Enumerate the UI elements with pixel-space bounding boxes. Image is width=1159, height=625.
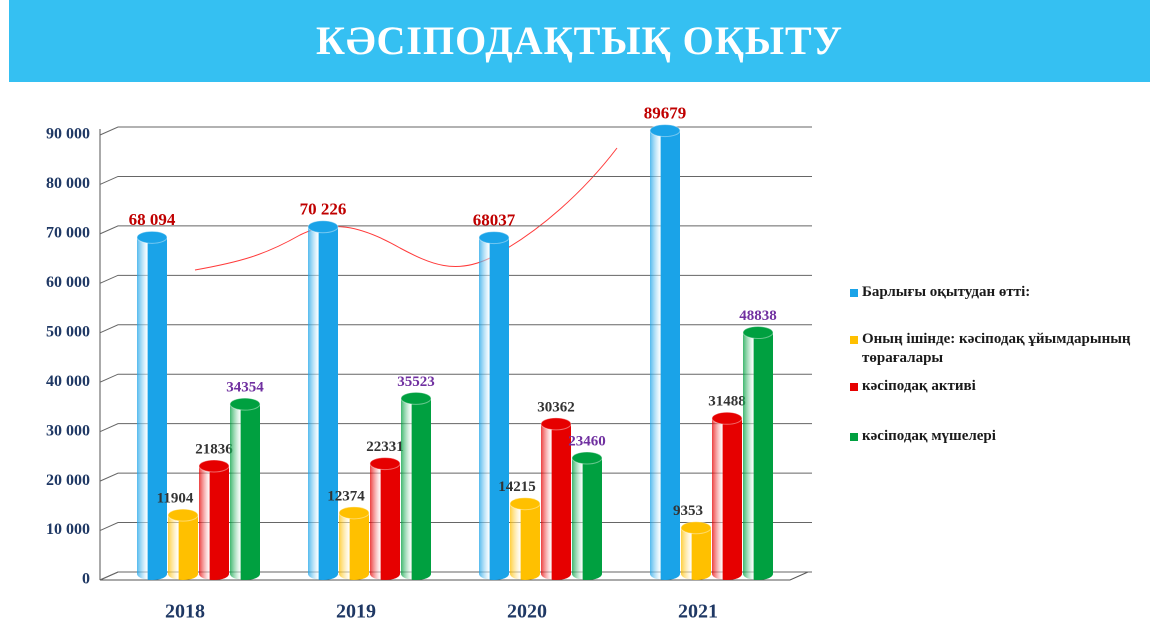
bar-cap <box>136 230 168 244</box>
data-label: 89679 <box>644 103 687 122</box>
grid-line <box>99 225 812 235</box>
bar <box>308 226 338 581</box>
bar-cap <box>369 457 401 471</box>
x-tick-label: 2019 <box>336 601 376 623</box>
bar-cap <box>198 459 230 473</box>
y-tick-label: 50 000 <box>46 323 90 340</box>
bar-cap <box>649 124 681 138</box>
bar-cap <box>680 521 712 535</box>
bar-cap <box>742 326 774 340</box>
y-tick-label: 30 000 <box>46 422 90 439</box>
data-label: 21836 <box>195 441 233 457</box>
grid-line <box>99 373 812 383</box>
chart-title: КӘСІПОДАҚТЫҚ ОҚЫТУ <box>9 0 1150 82</box>
x-tick-label: 2020 <box>507 601 547 623</box>
bar <box>401 398 431 580</box>
data-label: 9353 <box>673 503 703 519</box>
data-label: 35523 <box>397 374 435 390</box>
bar-cap <box>540 417 572 431</box>
data-label: 48838 <box>739 308 777 324</box>
bar <box>199 466 229 580</box>
x-tick-label: 2021 <box>678 601 718 623</box>
bar-cap <box>338 506 370 520</box>
bar-cap <box>167 508 199 522</box>
bar <box>743 332 773 580</box>
bar-cap <box>229 397 261 411</box>
legend-swatch <box>850 433 858 441</box>
legend-swatch <box>850 336 858 344</box>
bar-cap <box>571 451 603 465</box>
bar <box>650 130 680 581</box>
bar <box>479 237 509 580</box>
y-tick-label: 70 000 <box>46 225 90 242</box>
grid-line <box>99 324 812 334</box>
bar <box>137 237 167 581</box>
bar <box>510 503 540 580</box>
bar <box>230 404 260 580</box>
data-label: 30362 <box>537 399 575 415</box>
bar <box>168 515 198 580</box>
bar-cap <box>307 220 339 234</box>
legend-swatch <box>850 289 858 297</box>
bar <box>339 512 369 580</box>
data-label: 68 094 <box>129 210 176 229</box>
y-tick-label: 20 000 <box>46 472 90 489</box>
legend-label: Барлығы оқытудан өтті: <box>862 284 1031 300</box>
y-tick-label: 10 000 <box>46 521 90 538</box>
data-label: 70 226 <box>300 200 347 219</box>
y-tick-label: 40 000 <box>46 373 90 390</box>
legend-label: кәсіподақ активі <box>862 378 976 394</box>
data-label: 34354 <box>226 380 264 396</box>
data-label: 12374 <box>327 488 365 504</box>
legend-label: Оның ішінде: кәсіподақ ұйымдарының төрағ… <box>862 331 1131 366</box>
data-label: 14215 <box>498 479 536 495</box>
y-tick-label: 0 <box>82 571 90 588</box>
grid-line <box>99 126 812 136</box>
y-tick-label: 80 000 <box>46 175 90 192</box>
legend-label: кәсіподақ мүшелері <box>862 428 996 444</box>
bar <box>712 418 742 580</box>
grid-line <box>99 274 812 284</box>
legend-swatch <box>850 383 858 391</box>
grid-line <box>99 423 812 433</box>
data-label: 31488 <box>708 394 746 410</box>
bar <box>681 527 711 580</box>
y-tick-label: 60 000 <box>46 274 90 291</box>
data-label: 11904 <box>157 491 194 507</box>
bar <box>541 423 571 580</box>
trend-line <box>194 147 618 271</box>
grid-line <box>99 175 812 185</box>
bar-cap <box>400 391 432 405</box>
bar-cap <box>711 411 743 425</box>
y-tick-label: 90 000 <box>46 126 90 143</box>
bar <box>370 463 400 580</box>
data-label: 22331 <box>366 439 404 455</box>
bar <box>572 458 602 580</box>
data-label: 68037 <box>473 211 516 230</box>
bar-cap <box>478 231 510 245</box>
bar-cap <box>509 497 541 511</box>
x-tick-label: 2018 <box>165 601 205 623</box>
data-label: 23460 <box>568 433 606 449</box>
